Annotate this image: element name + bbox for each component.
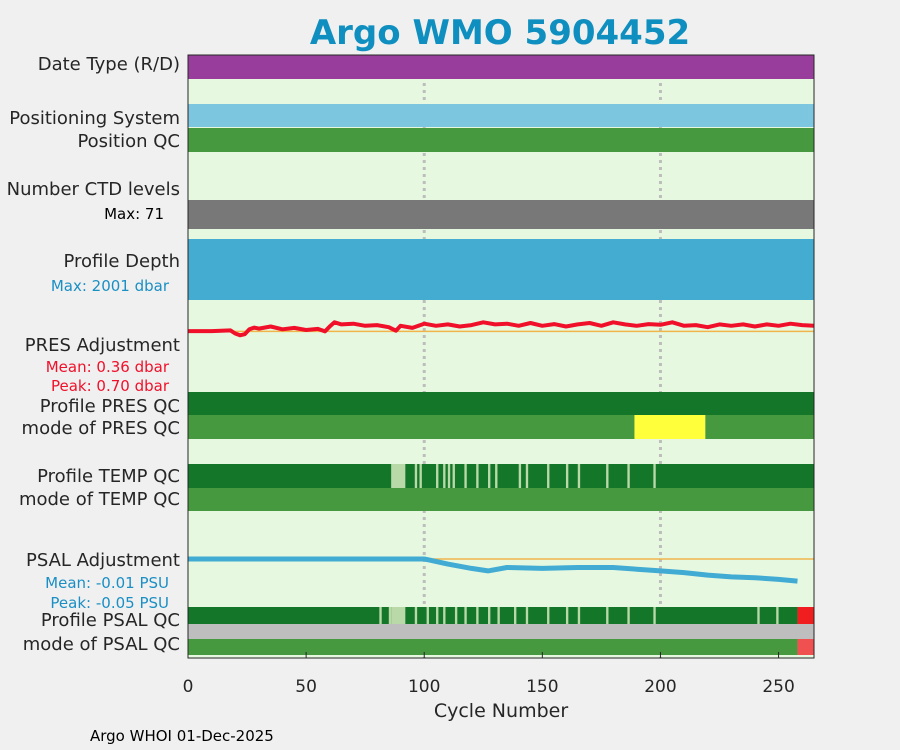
qc-band-profile-temp-qc <box>419 464 422 488</box>
qc-band-profile-psal-qc <box>488 607 491 624</box>
x-tick-label: 250 <box>762 677 794 697</box>
qc-band-profile-psal-qc <box>443 607 446 624</box>
qc-band-mode-pres-qc <box>188 415 635 439</box>
ctd-max-label: Max: 71 <box>104 205 164 223</box>
qc-band-profile-temp-qc <box>391 464 406 488</box>
pres-peak-label: Peak: 0.70 dbar <box>51 377 170 395</box>
qc-band-profile-psal-qc <box>497 607 500 624</box>
footer-credit: Argo WHOI 01-Dec-2025 <box>90 727 274 745</box>
grid-lines <box>422 55 662 658</box>
label-profile-depth: Profile Depth <box>63 251 180 272</box>
label-profile-pres-qc: Profile PRES QC <box>40 396 180 417</box>
depth-max-label: Max: 2001 dbar <box>51 277 170 295</box>
qc-band-psal-qc-gray <box>188 624 814 639</box>
qc-band-profile-psal-qc <box>627 607 630 624</box>
qc-band-profile-psal-qc <box>414 607 418 624</box>
qc-band-date-type <box>188 55 814 79</box>
x-axis: 0 50 100 150 200 250 <box>183 652 795 697</box>
psal-adjustment-line <box>188 556 798 584</box>
x-tick-label: 0 <box>183 677 194 697</box>
profile-depth-bar <box>188 239 814 300</box>
qc-band-profile-temp-qc <box>518 464 522 488</box>
qc-band-profile-psal-qc <box>776 607 779 624</box>
qc-band-profile-psal-qc <box>565 607 569 624</box>
qc-band-mode-psal-qc <box>797 639 814 655</box>
qc-band-profile-temp-qc <box>414 464 418 488</box>
qc-rows <box>188 55 814 655</box>
label-profile-temp-qc: Profile TEMP QC <box>37 466 180 487</box>
qc-band-mode-temp-qc <box>188 488 814 511</box>
qc-band-profile-psal-qc <box>547 607 550 624</box>
qc-band-positioning-system <box>188 104 814 127</box>
plot-frame <box>187 54 815 659</box>
label-mode-temp-qc: mode of TEMP QC <box>19 489 180 510</box>
x-tick-label: 200 <box>644 677 676 697</box>
qc-band-profile-psal-qc <box>653 607 656 624</box>
qc-band-profile-psal-qc <box>525 607 529 624</box>
label-pres-adjustment: PRES Adjustment <box>25 335 180 356</box>
x-tick-label: 50 <box>295 677 317 697</box>
qc-band-profile-psal-qc <box>577 607 581 624</box>
qc-band-profile-psal-qc <box>476 607 479 624</box>
qc-band-profile-temp-qc <box>488 464 491 488</box>
qc-band-profile-temp-qc <box>452 464 455 488</box>
qc-band-profile-temp-qc <box>476 464 479 488</box>
label-profile-psal-qc: Profile PSAL QC <box>41 610 180 631</box>
x-tick-label: 150 <box>526 677 558 697</box>
label-number-ctd-levels: Number CTD levels <box>7 179 180 200</box>
qc-band-profile-psal-qc <box>797 607 814 624</box>
adjustment-lines <box>188 320 815 584</box>
x-axis-label: Cycle Number <box>434 700 568 722</box>
psal-mean-label: Mean: -0.01 PSU <box>45 574 169 592</box>
qc-band-profile-temp-qc <box>436 464 439 488</box>
qc-band-profile-temp-qc <box>577 464 581 488</box>
label-position-qc: Position QC <box>77 131 180 152</box>
qc-band-profile-psal-qc <box>391 607 406 624</box>
qc-band-profile-psal-qc <box>436 607 439 624</box>
qc-band-profile-psal-qc <box>188 607 798 624</box>
pres-mean-label: Mean: 0.36 dbar <box>46 358 170 376</box>
qc-band-position-qc <box>188 128 814 152</box>
label-positioning-system: Positioning System <box>9 108 180 129</box>
x-tick-label: 100 <box>408 677 440 697</box>
qc-band-profile-psal-qc <box>379 607 382 624</box>
qc-band-profile-psal-qc <box>388 607 392 624</box>
qc-band-profile-temp-qc <box>627 464 630 488</box>
qc-band-mode-psal-qc <box>188 639 798 655</box>
psal-peak-label: Peak: -0.05 PSU <box>50 594 169 612</box>
label-date-type: Date Type (R/D) <box>38 54 180 75</box>
qc-band-profile-temp-qc <box>464 464 467 488</box>
qc-band-profile-pres-qc <box>188 392 814 415</box>
qc-band-profile-psal-qc <box>757 607 760 624</box>
qc-band-profile-temp-qc <box>565 464 569 488</box>
qc-band-profile-temp-qc <box>443 464 446 488</box>
qc-band-profile-psal-qc <box>513 607 517 624</box>
qc-band-profile-temp-qc <box>653 464 656 488</box>
qc-band-profile-psal-qc <box>454 607 458 624</box>
qc-band-profile-temp-qc <box>495 464 498 488</box>
qc-band-profile-psal-qc <box>426 607 429 624</box>
qc-band-profile-temp-qc <box>525 464 529 488</box>
pres-adjustment-line <box>188 320 815 338</box>
qc-band-profile-psal-qc <box>606 607 609 624</box>
qc-band-profile-temp-qc <box>606 464 609 488</box>
qc-band-mode-pres-qc <box>634 415 706 439</box>
label-mode-psal-qc: mode of PSAL QC <box>23 634 180 655</box>
qc-band-profile-temp-qc <box>547 464 550 488</box>
qc-band-profile-psal-qc <box>464 607 467 624</box>
qc-band-mode-pres-qc <box>705 415 814 439</box>
chart-title: Argo WMO 5904452 <box>310 13 690 53</box>
qc-band-profile-temp-qc <box>447 464 451 488</box>
label-psal-adjustment: PSAL Adjustment <box>26 550 180 571</box>
qc-band-profile-temp-qc <box>188 464 814 488</box>
ctd-levels-bar <box>188 200 814 229</box>
label-mode-pres-qc: mode of PRES QC <box>22 418 180 439</box>
